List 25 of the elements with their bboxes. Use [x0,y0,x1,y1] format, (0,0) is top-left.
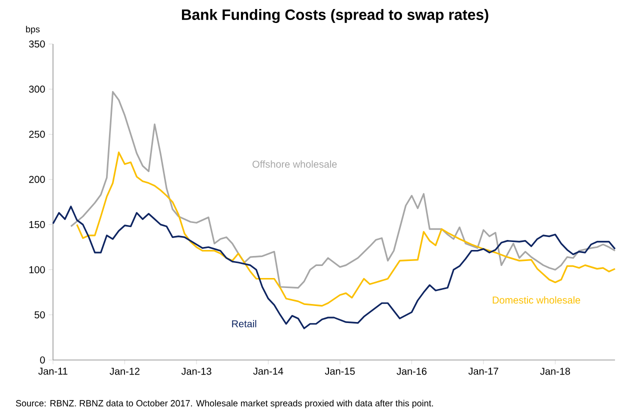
x-tick-label: Jan-11 [38,368,68,375]
y-tick-label: 50 [34,311,45,318]
y-tick-label: 150 [29,221,45,228]
x-tick-label: Jan-15 [324,368,355,375]
x-tick-label: Jan-18 [540,368,570,375]
x-tick-label: Jan-13 [181,368,212,375]
x-tick-label: Jan-12 [110,368,140,375]
y-tick-label: 250 [29,130,45,138]
text: Offshore wholesale [252,160,337,168]
y-axis-title: bps [26,26,40,34]
x-tick-label: Jan-14 [253,368,284,375]
y-tick-label: 100 [29,266,45,274]
x-tick-label: Jan-16 [396,368,427,375]
y-tick-label: 200 [29,176,45,183]
text: Retail [232,320,256,328]
text: Domestic wholesale [492,296,580,304]
line-series [70,91,616,289]
y-tick-label: 0 [40,356,45,364]
x-tick-label: Jan-17 [468,368,498,375]
y-tick-label: 300 [29,86,45,93]
line-series [76,152,616,307]
y-tick-label: 350 [29,40,45,48]
source-note: Source: RBNZ. RBNZ data to October 2017. Wholesale market spreads proxied with data after this point. [16,400,433,408]
chart-title: Bank Funding Costs (spread to swap rates) [182,9,488,23]
line-series [52,206,616,330]
